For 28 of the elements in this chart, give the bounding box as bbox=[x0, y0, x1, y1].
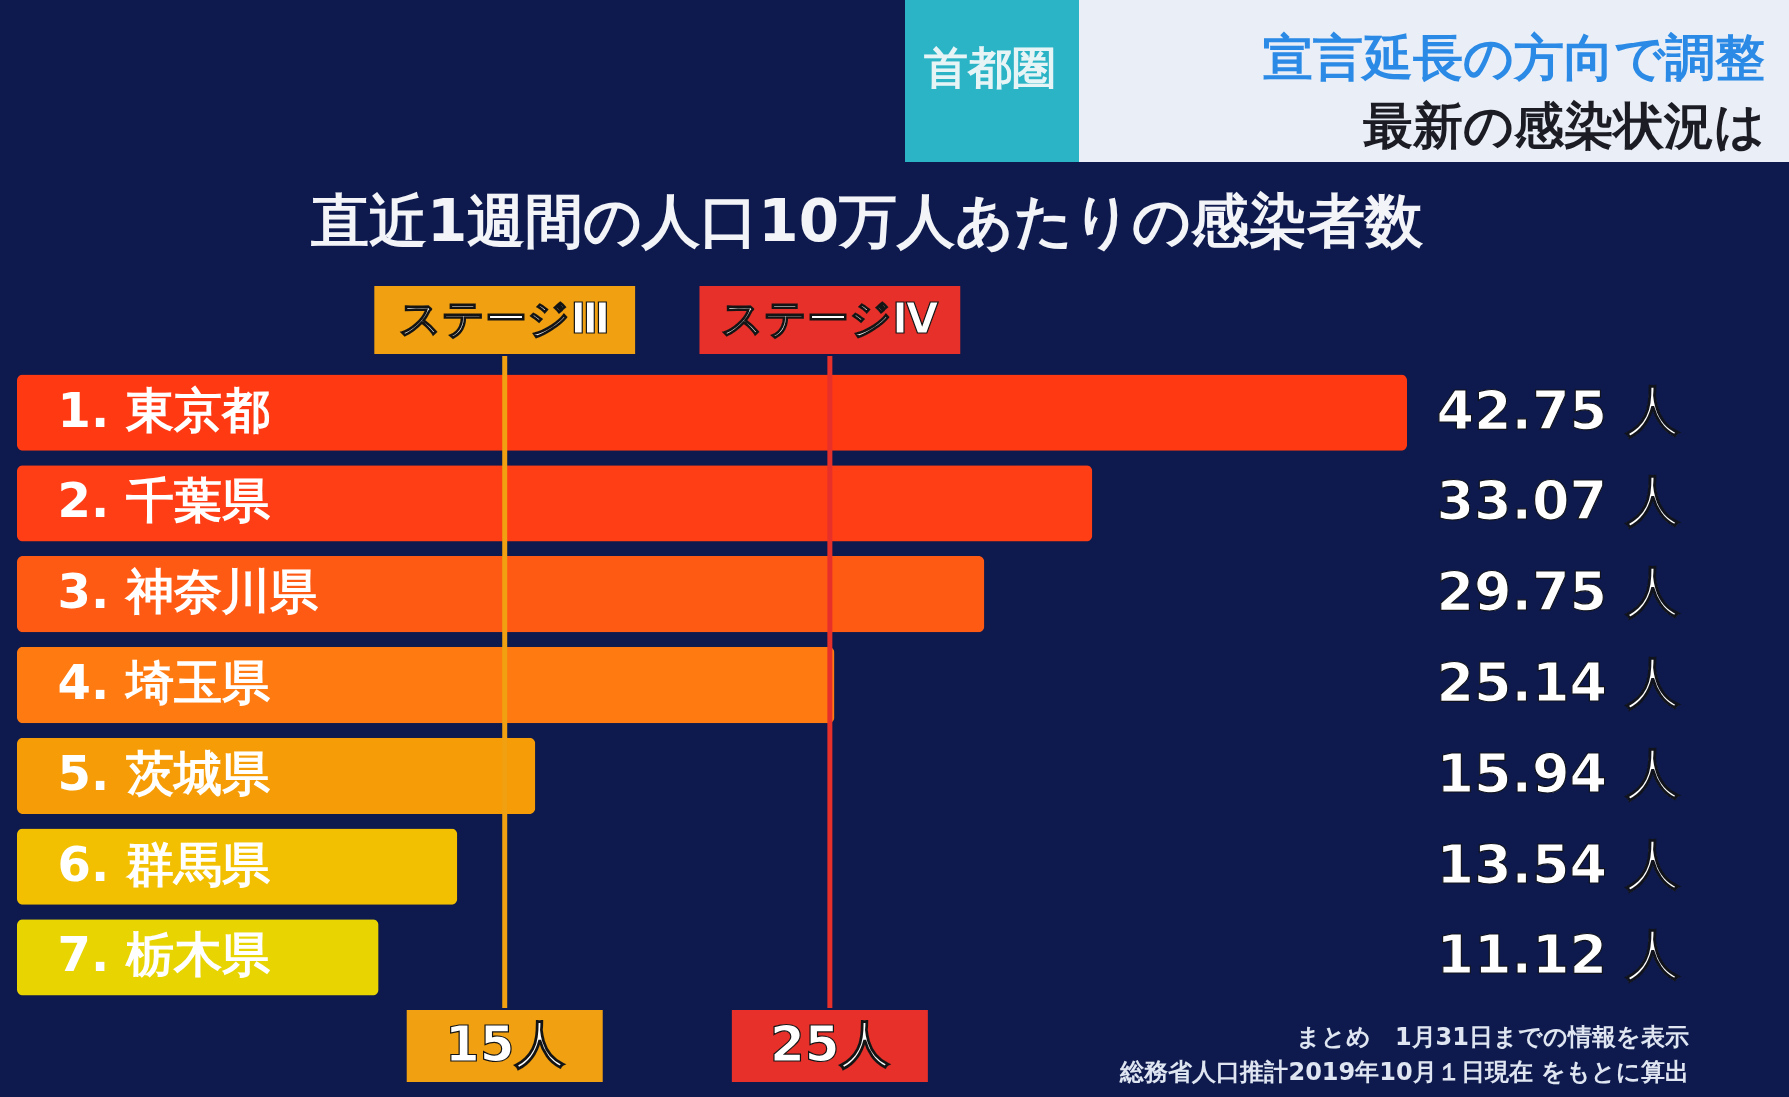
text: 首都圏 bbox=[924, 42, 1056, 93]
y-tick-label: 1. 東京都 bbox=[57, 381, 270, 438]
y-tick-label: 5. 茨城県 bbox=[57, 744, 271, 801]
bar bbox=[17, 374, 1407, 451]
y-tick-label: 6. 群馬県 bbox=[57, 835, 271, 892]
bar bbox=[17, 465, 1093, 542]
data-label: 13.54 人 bbox=[1436, 832, 1680, 896]
chart-title: 直近1週間の人口10万人あたりの感染者数 bbox=[309, 187, 1425, 255]
text: 宣言延長の方向で調整 bbox=[1263, 29, 1765, 87]
ref-line-label: ステージⅣ bbox=[721, 294, 939, 343]
data-label: 25.14 人 bbox=[1436, 651, 1680, 714]
text: 総務省人口推計2019年10月１日現在 をもとに算出 bbox=[1119, 1058, 1689, 1086]
data-label: 11.12 人 bbox=[1436, 923, 1680, 987]
y-tick-label: 3. 神奈川県 bbox=[57, 563, 319, 620]
bar bbox=[17, 556, 985, 633]
y-tick-label: 7. 栃木県 bbox=[57, 926, 271, 983]
bar bbox=[17, 646, 835, 724]
data-label: 42.75 人 bbox=[1436, 378, 1680, 442]
text: まとめ 1月31日までの情報を表示 bbox=[1295, 1023, 1689, 1051]
ref-line-label: ステージⅢ bbox=[399, 294, 611, 343]
y-tick-label: 2. 千葉県 bbox=[57, 472, 271, 529]
text: 最新の感染状況は bbox=[1363, 97, 1765, 155]
y-tick-label: 4. 埼玉県 bbox=[57, 654, 271, 710]
text: 25人 bbox=[770, 1015, 890, 1073]
data-label: 33.07 人 bbox=[1436, 469, 1680, 533]
text: 15人 bbox=[444, 1015, 565, 1073]
data-label: 15.94 人 bbox=[1436, 741, 1680, 805]
data-label: 29.75 人 bbox=[1436, 560, 1680, 624]
